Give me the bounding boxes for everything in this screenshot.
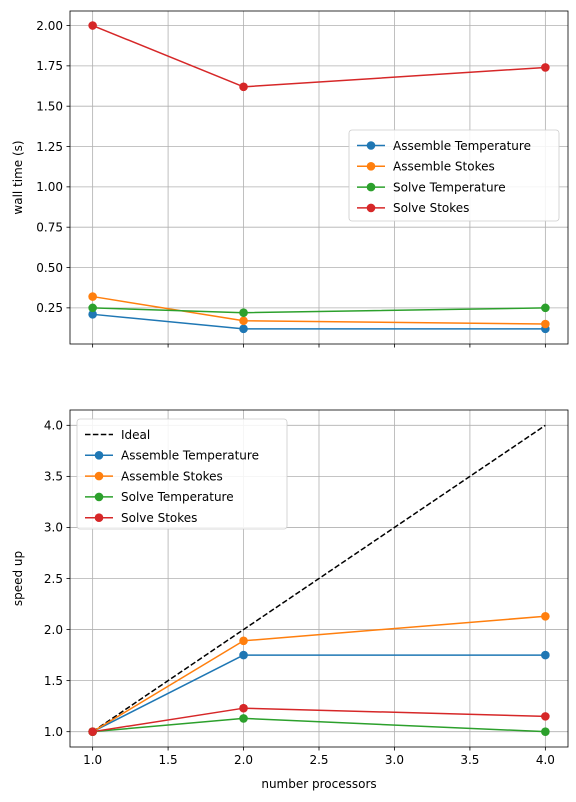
legend-swatch-marker (94, 492, 104, 502)
data-point (239, 324, 248, 334)
data-point (88, 303, 97, 313)
legend-swatch-marker (366, 162, 376, 171)
y-axis-label: wall time (s) (11, 140, 25, 214)
data-point (541, 712, 550, 721)
y-tick-label: 3.0 (44, 521, 63, 535)
data-point (541, 63, 550, 72)
axes-frame (69, 10, 569, 345)
legend-entry-label: Solve Temperature (121, 490, 234, 504)
y-tick-label: 2.00 (36, 19, 63, 33)
data-point (239, 703, 248, 713)
data-point (88, 21, 97, 30)
series-assemble-stokes (88, 292, 550, 329)
x-tick-label: 2.5 (309, 753, 328, 767)
legend: Ideal Assemble Temperature Assemble Stokes… (76, 418, 288, 530)
series-solve-stokes (88, 703, 550, 736)
legend-entry-label: Ideal (121, 428, 150, 442)
x-axis-label: number processors (261, 777, 376, 791)
x-tick-label: 2.0 (234, 753, 253, 767)
data-point (541, 611, 550, 621)
y-tick-label: 1.5 (44, 674, 63, 688)
data-point (239, 308, 248, 318)
data-point (239, 714, 248, 723)
data-point (239, 650, 248, 660)
x-tick-label: 1.0 (83, 753, 102, 767)
y-tick-label: 0.25 (36, 301, 63, 315)
y-tick-label: 3.5 (44, 470, 63, 484)
y-tick-label: 1.25 (36, 140, 63, 154)
legend: Assemble Temperature Assemble Stokes Solve… (348, 129, 560, 222)
series-solve-temperature (88, 303, 550, 318)
y-tick-label: 2.0 (44, 623, 63, 637)
data-point (239, 636, 248, 646)
series-line (92, 424, 546, 733)
y-tick-label: 1.0 (44, 725, 63, 739)
legend-swatch-marker (366, 203, 376, 213)
y-tick-label: 1.00 (36, 180, 63, 194)
x-tick-label: 3.5 (460, 753, 479, 767)
data-point (88, 310, 97, 319)
speed-up-chart: 1.0 1.5 2.0 2.5 3.0 3.5 4.0 1.0 1.5 2.0 2.5 3.0 3.5 4… (11, 409, 569, 791)
legend-entry-label: Assemble Temperature (393, 139, 531, 153)
legend-box (76, 418, 288, 530)
data-point (541, 727, 550, 736)
legend-entry-label: Solve Temperature (393, 180, 506, 194)
series-solve-stokes (88, 21, 550, 92)
data-point (239, 316, 248, 326)
y-tick-label: 2.5 (44, 572, 63, 586)
x-tick-label: 1.5 (159, 753, 178, 767)
legend-swatch-marker (94, 471, 104, 481)
x-tick-label: 4.0 (536, 753, 555, 767)
y-axis-label: speed up (11, 551, 25, 606)
x-tick-label: 3.0 (385, 753, 404, 767)
data-point (239, 82, 248, 92)
legend-entry-label: Solve Stokes (393, 201, 469, 215)
y-tick-label: 4.0 (44, 419, 63, 433)
legend-entry-label: Assemble Temperature (121, 449, 259, 463)
y-tick-label: 0.75 (36, 220, 63, 234)
data-point (88, 292, 97, 301)
y-tick-label: 1.75 (36, 59, 63, 73)
data-point (541, 303, 550, 313)
data-point (88, 727, 97, 736)
legend-entry-label: Assemble Stokes (121, 469, 223, 483)
legend-swatch-marker (94, 513, 104, 522)
series-ideal (92, 424, 546, 733)
legend-box (348, 129, 560, 222)
legend-swatch-marker (366, 182, 376, 192)
legend-entry-label: Assemble Stokes (393, 160, 495, 174)
y-tick-label: 0.50 (36, 261, 63, 275)
data-point (541, 650, 550, 660)
legend-swatch-marker (94, 451, 104, 460)
data-point (541, 319, 550, 329)
legend-entry-label: Solve Stokes (121, 511, 197, 525)
wall-time-chart: 0.25 0.50 0.75 1.00 1.25 1.50 1.75 2.00 wall tim… (11, 10, 569, 348)
y-tick-label: 1.50 (36, 99, 63, 113)
axes-frame (69, 409, 569, 748)
legend-swatch-marker (366, 141, 376, 150)
